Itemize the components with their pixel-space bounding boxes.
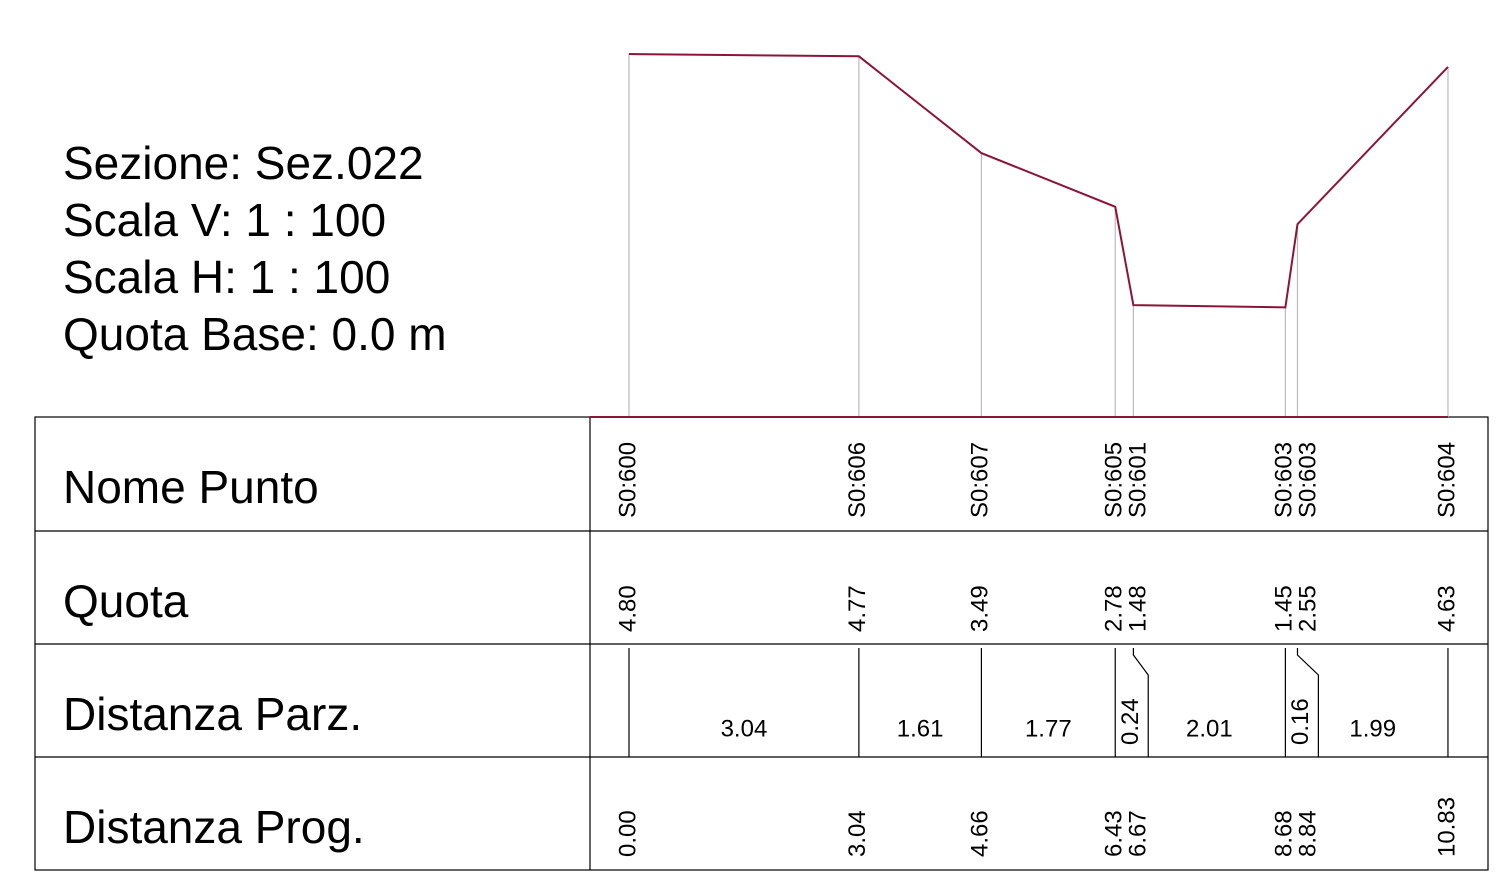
row-label: Distanza Prog. xyxy=(63,801,365,853)
point-quota: 2.55 xyxy=(1295,585,1322,632)
partial-distance: 1.77 xyxy=(1025,715,1072,742)
profile-line xyxy=(628,53,1449,309)
point-prog: 6.67 xyxy=(1125,810,1152,857)
point-name: S0:607 xyxy=(967,442,994,518)
info-line: Scala V: 1 : 100 xyxy=(63,194,386,246)
point-quota: 4.80 xyxy=(614,585,641,632)
partial-distance: 1.61 xyxy=(897,715,944,742)
point-quota: 2.78 xyxy=(1101,585,1128,632)
partial-distance: 3.04 xyxy=(721,715,768,742)
point-name: S0:603 xyxy=(1271,442,1298,518)
point-quota: 4.77 xyxy=(844,585,871,632)
partial-divider xyxy=(1132,648,1149,757)
point-quota: 1.48 xyxy=(1125,585,1152,632)
point-name: S0:601 xyxy=(1125,442,1152,518)
point-name: S0:600 xyxy=(614,442,641,518)
point-prog: 10.83 xyxy=(1433,797,1460,857)
point-quota: 1.45 xyxy=(1271,585,1298,632)
point-name: S0:603 xyxy=(1295,442,1322,518)
point-prog: 0.00 xyxy=(614,810,641,857)
partial-distance: 2.01 xyxy=(1186,715,1233,742)
row-label: Nome Punto xyxy=(63,461,319,513)
info-line: Scala H: 1 : 100 xyxy=(63,251,390,303)
partial-distance: 0.24 xyxy=(1117,698,1144,745)
point-prog: 8.84 xyxy=(1295,810,1322,857)
point-name: S0:606 xyxy=(844,442,871,518)
partial-distance: 0.16 xyxy=(1287,698,1314,745)
point-quota: 4.63 xyxy=(1433,585,1460,632)
point-quota: 3.49 xyxy=(967,585,994,632)
point-prog: 3.04 xyxy=(844,810,871,857)
info-line: Sezione: Sez.022 xyxy=(63,137,424,189)
point-name: S0:605 xyxy=(1101,442,1128,518)
row-label: Quota xyxy=(63,575,189,627)
partial-divider xyxy=(1296,648,1319,757)
partial-distance: 1.99 xyxy=(1349,715,1396,742)
point-name: S0:604 xyxy=(1433,442,1460,518)
row-label: Distanza Parz. xyxy=(63,688,362,740)
point-prog: 6.43 xyxy=(1101,810,1128,857)
info-line: Quota Base: 0.0 m xyxy=(63,308,447,360)
point-prog: 8.68 xyxy=(1271,810,1298,857)
point-prog: 4.66 xyxy=(967,810,994,857)
